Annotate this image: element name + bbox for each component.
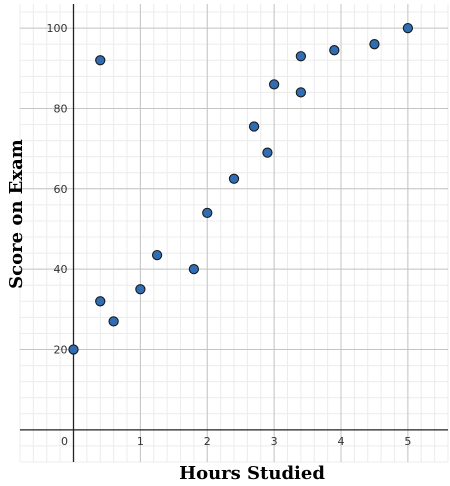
data-point [151,249,163,261]
data-point [135,284,146,295]
x-tick-label: 2 [204,435,211,448]
data-point [248,121,260,132]
y-tick-label: 60 [54,183,68,196]
x-tick-label: 3 [271,435,278,448]
y-tick-label: 20 [54,344,68,357]
y-tick-label: 80 [54,102,68,115]
data-point [188,264,200,275]
x-tick-label: 1 [137,435,144,448]
minor-grid [19,4,449,463]
data-point [268,79,280,90]
data-point [295,87,307,98]
x-axis-title: Hours Studied [179,463,325,484]
data-points [68,22,414,355]
x-tick-label: 0 [61,435,68,448]
y-tick-label: 40 [54,263,68,276]
x-tick-label: 5 [404,435,411,448]
data-point [202,207,213,219]
data-point [262,147,273,158]
data-point [68,344,79,355]
axes [20,4,448,462]
data-point [228,173,240,184]
data-point [402,22,414,34]
data-point [295,51,307,62]
data-point [369,39,380,50]
tick-labels: 0 1 2 3 4 5 20 40 60 80 100 [47,22,412,448]
data-point [108,316,119,327]
data-point [95,296,106,307]
x-tick-label: 4 [338,435,345,448]
data-point [329,45,340,56]
y-axis-title: Score on Exam [6,139,27,289]
data-point [95,55,106,66]
y-tick-label: 100 [47,22,68,35]
